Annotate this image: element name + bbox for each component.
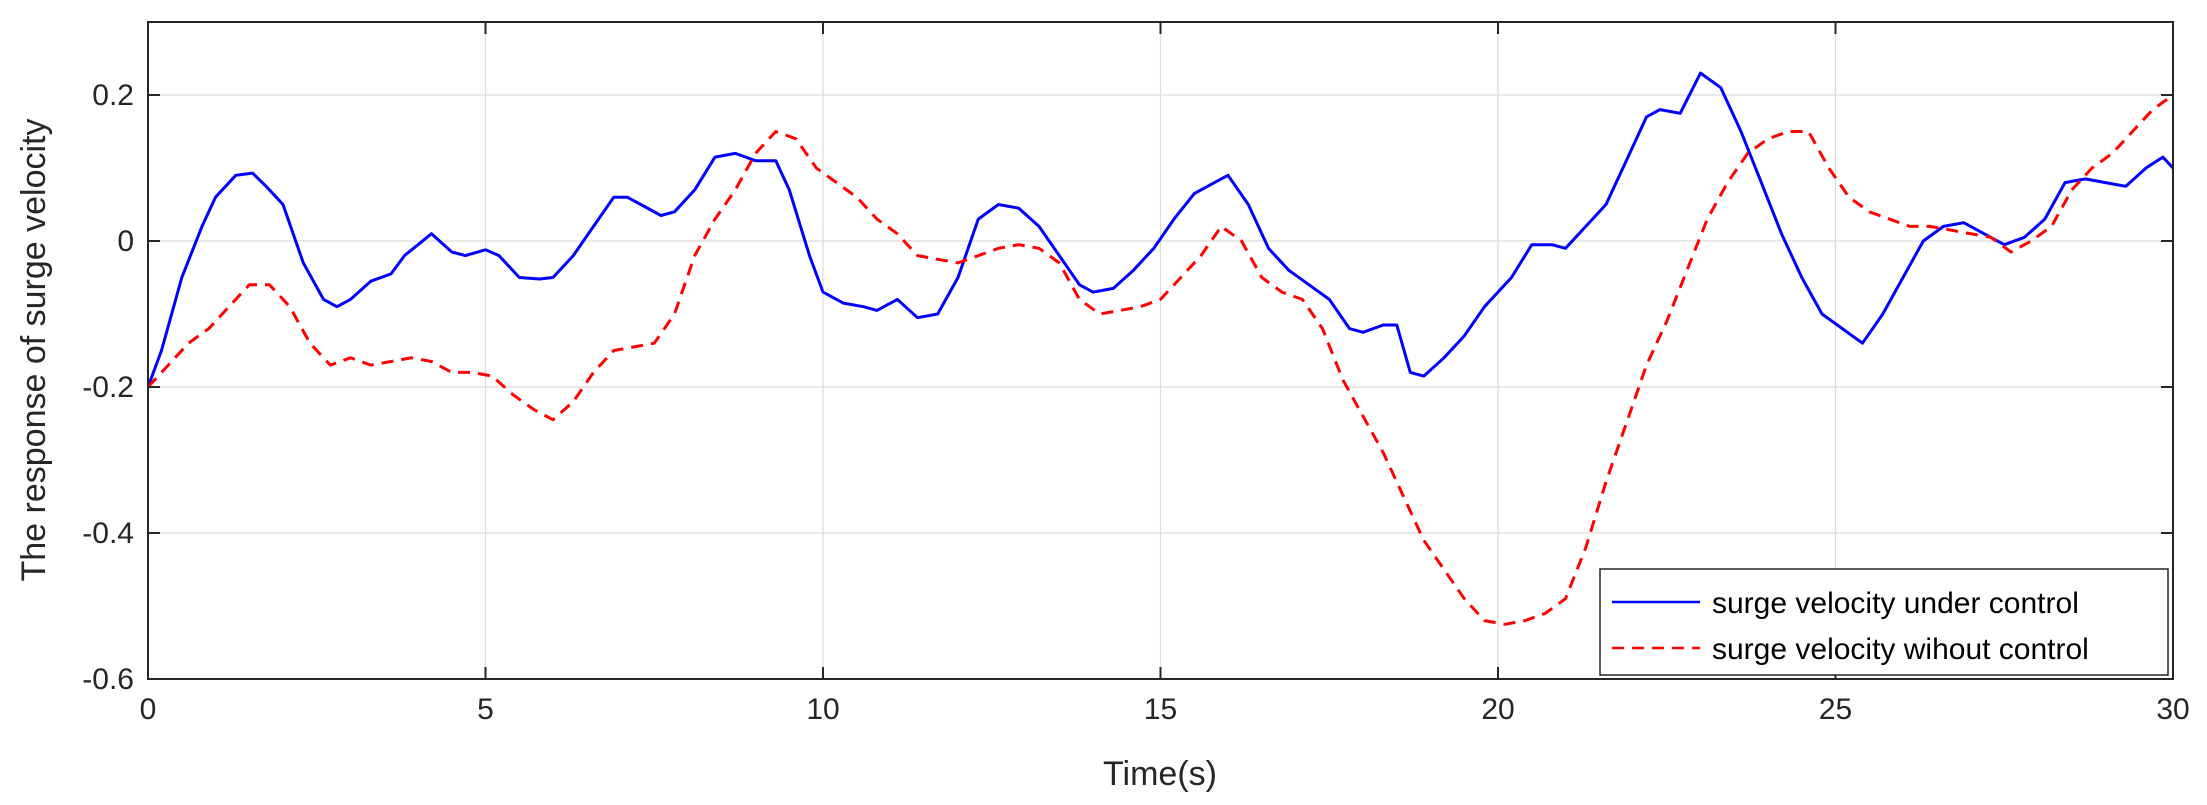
tick-labels: 0 5 10 15 20 25 30 -0.6 -0.4 -0.2 0 0.2 — [82, 79, 2189, 726]
legend: surge velocity under control surge veloc… — [1599, 568, 2169, 676]
y-tick-label: 0.2 — [92, 79, 134, 112]
series-line-without-control — [148, 93, 2173, 626]
ticks — [147, 22, 2174, 680]
x-tick-label: 30 — [2156, 693, 2189, 726]
x-tick-label: 20 — [1481, 693, 1514, 726]
grid — [147, 22, 2174, 680]
legend-box — [1599, 568, 2169, 676]
x-tick-label: 25 — [1819, 693, 1852, 726]
x-tick-label: 0 — [140, 693, 157, 726]
y-axis-label: The response of surge velocity — [15, 118, 53, 581]
y-tick-label: -0.2 — [82, 371, 134, 404]
y-tick-label: 0 — [117, 225, 134, 258]
y-tick-label: -0.6 — [82, 663, 134, 696]
y-tick-label: -0.4 — [82, 517, 134, 550]
legend-label-without-control: surge velocity wihout control — [1712, 633, 2089, 666]
series-layer — [148, 71, 2173, 626]
x-tick-label: 5 — [477, 693, 494, 726]
legend-label-under-control: surge velocity under control — [1712, 587, 2079, 620]
x-tick-label: 15 — [1144, 693, 1177, 726]
x-axis-label: Time(s) — [1103, 755, 1217, 793]
x-tick-label: 10 — [806, 693, 839, 726]
series-line-under-control — [148, 71, 2173, 389]
